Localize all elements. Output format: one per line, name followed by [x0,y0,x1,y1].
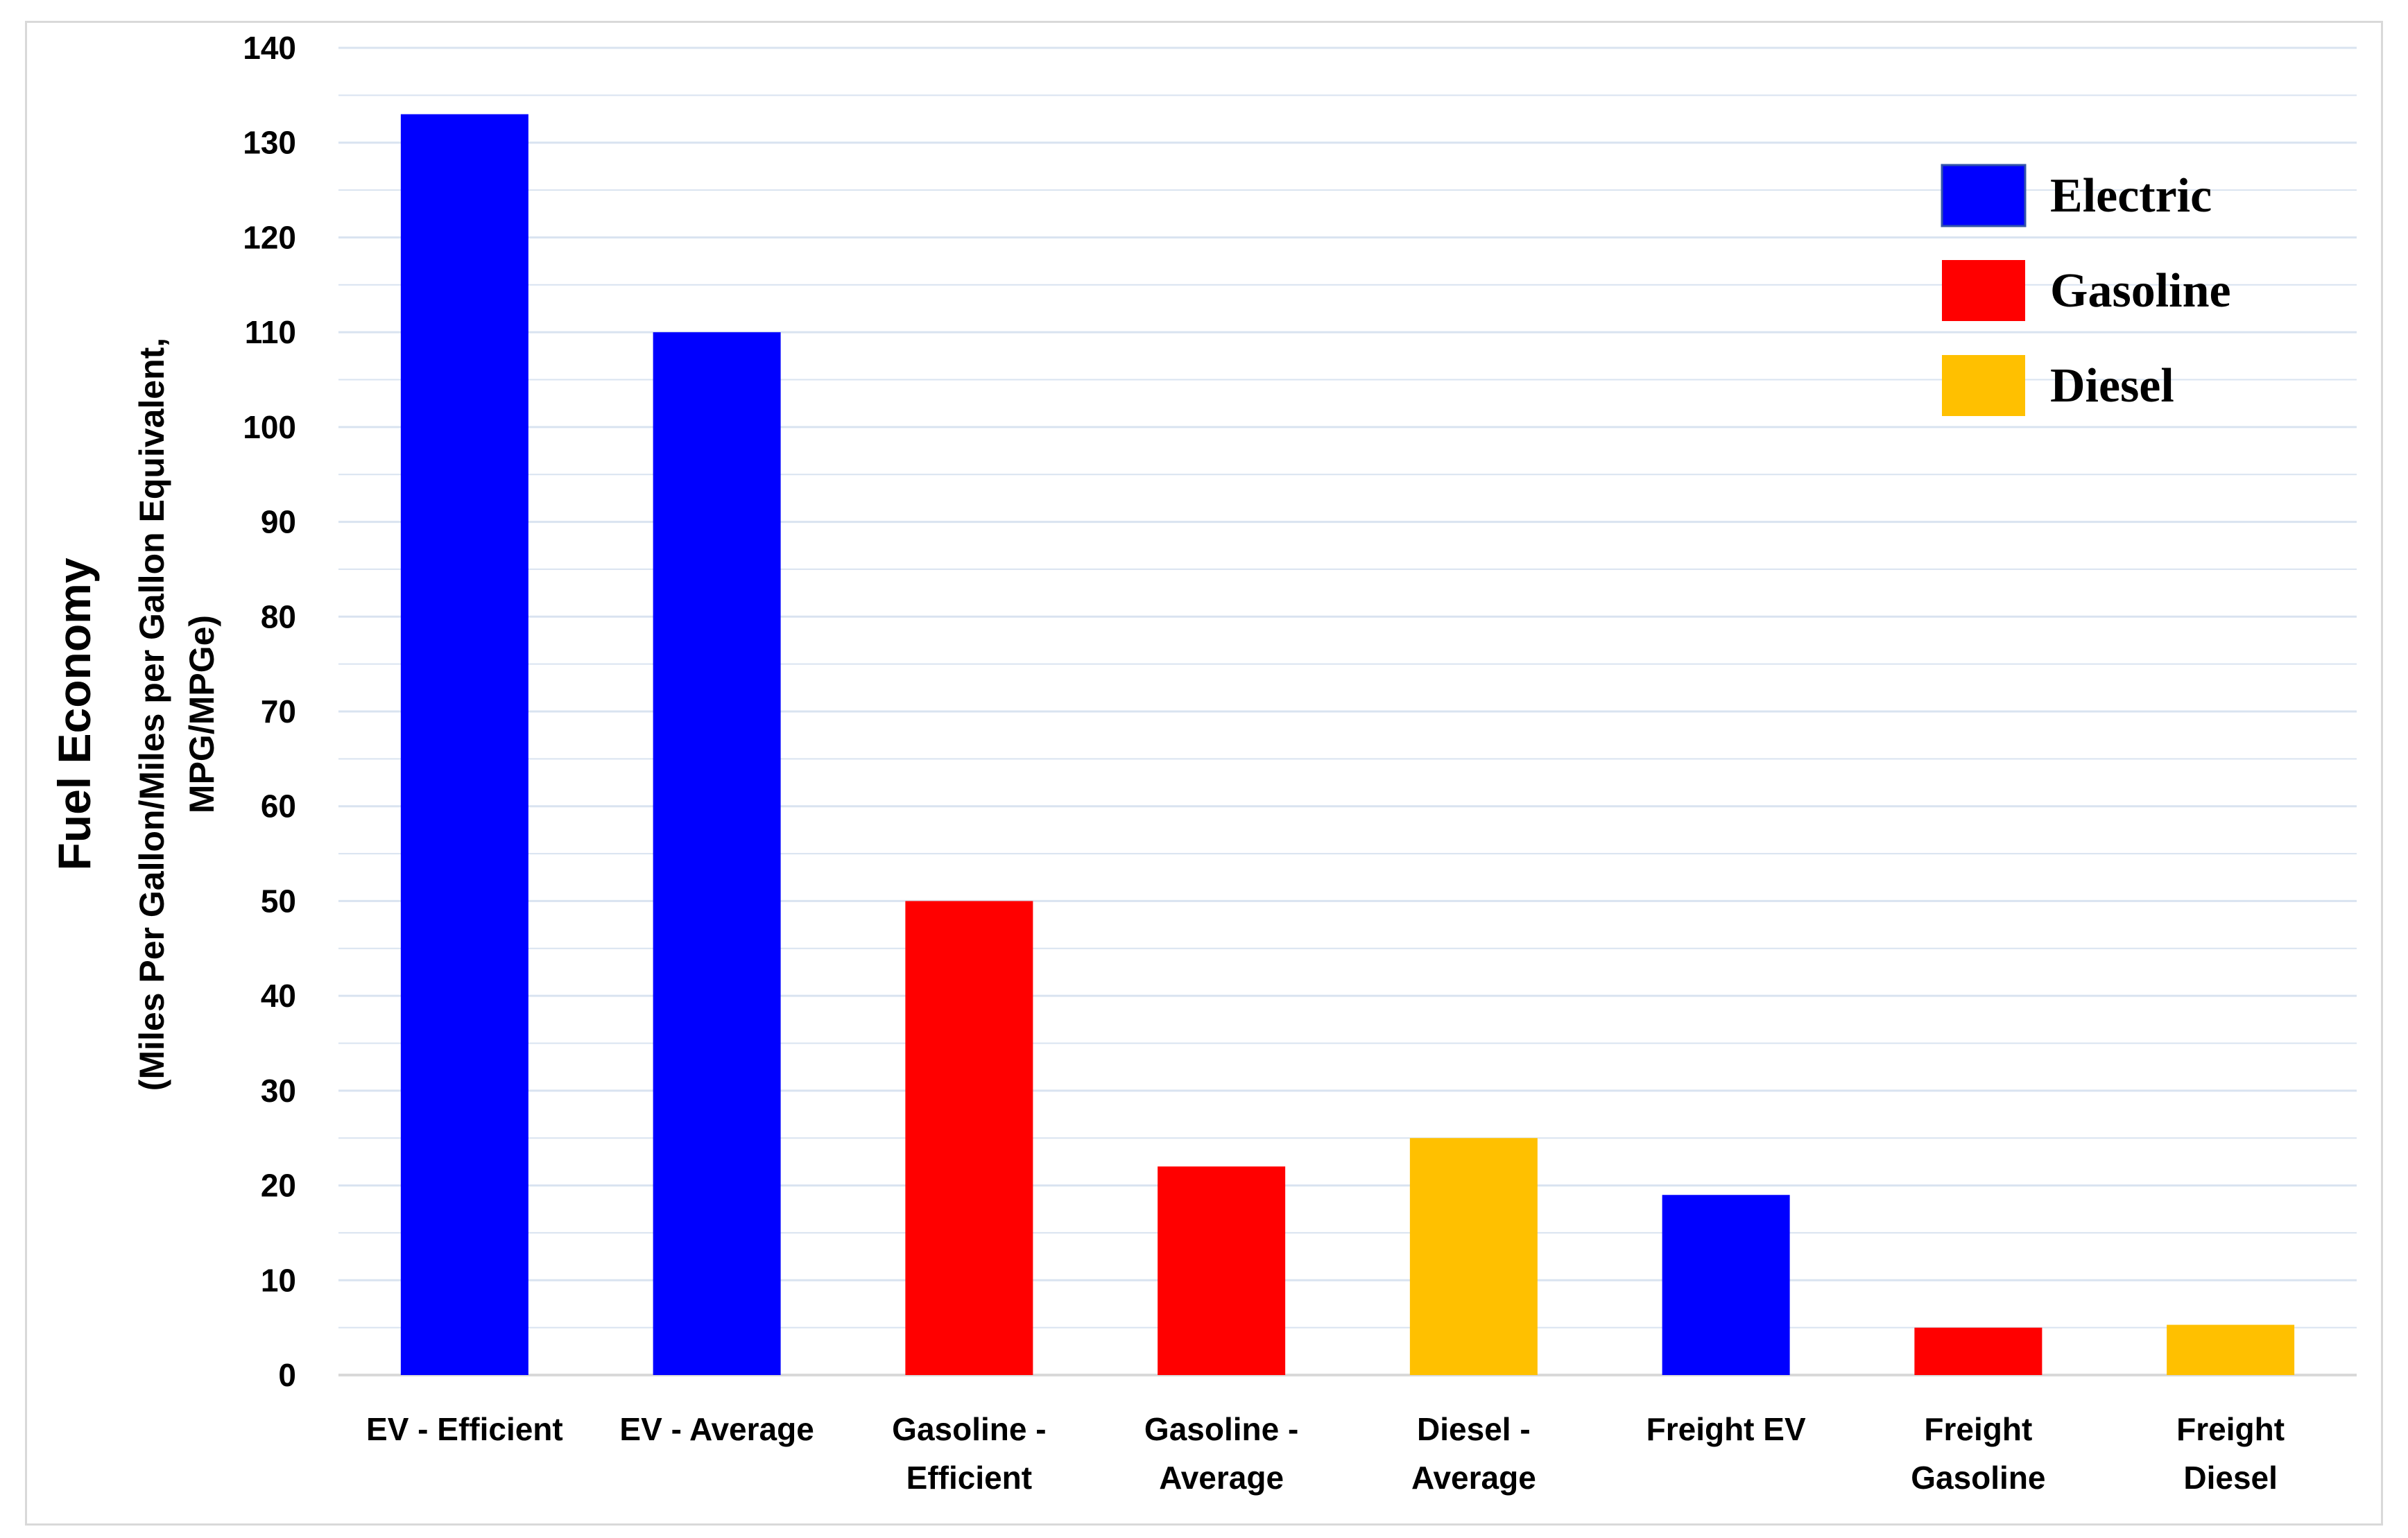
x-tick-label: Freight [2176,1411,2285,1447]
y-tick-label: 20 [261,1168,296,1204]
y-tick-label: 30 [261,1073,296,1109]
y-axis-subtitle: MPG/MPGe) [182,615,221,813]
legend-swatch-gasoline [1942,260,2025,321]
y-tick-label: 130 [243,125,296,161]
x-tick-label: Diesel [2183,1460,2278,1496]
y-tick-label: 110 [245,314,296,350]
x-tick-label: Gasoline [1911,1460,2045,1496]
x-tick-label: Freight EV [1646,1411,1806,1447]
y-tick-label: 70 [261,693,296,729]
x-tick-label: Gasoline - [1144,1411,1298,1447]
y-tick-label: 0 [278,1357,296,1393]
bar-gasoline [905,901,1033,1375]
y-axis-title: Fuel Economy [49,558,100,870]
legend-label-gasoline: Gasoline [2050,264,2231,318]
bar-diesel [2167,1324,2295,1375]
x-tick-label: Freight [1924,1411,2032,1447]
x-tick-label: Gasoline - [892,1411,1046,1447]
y-tick-label: 120 [243,219,296,255]
x-tick-label: Average [1159,1460,1284,1496]
y-tick-label: 100 [243,409,296,445]
x-tick-label: Diesel - [1417,1411,1531,1447]
x-tick-label: Efficient [906,1460,1032,1496]
bar-diesel [1409,1138,1538,1375]
y-tick-label: 60 [261,788,296,824]
legend-swatch-diesel [1942,355,2025,416]
y-tick-label: 90 [261,504,296,540]
y-tick-label: 80 [261,598,296,634]
bar-electric [653,332,781,1376]
y-tick-label: 140 [243,30,296,66]
x-tick-label: EV - Average [619,1411,814,1447]
legend-label-electric: Electric [2050,169,2212,223]
bar-electric [400,114,528,1376]
legend-swatch-electric [1941,164,2027,227]
y-axis-subtitle: (Miles Per Gallon/Miles per Gallon Equiv… [132,338,171,1091]
x-tick-label: EV - Efficient [366,1411,563,1447]
bar-electric [1662,1195,1790,1375]
legend-label-diesel: Diesel [2050,359,2174,413]
y-tick-label: 40 [261,978,296,1014]
bar-gasoline [1914,1327,2043,1375]
y-tick-label: 50 [261,883,296,919]
bar-gasoline [1158,1166,1286,1375]
x-tick-label: Average [1411,1460,1536,1496]
y-tick-label: 10 [261,1262,296,1298]
